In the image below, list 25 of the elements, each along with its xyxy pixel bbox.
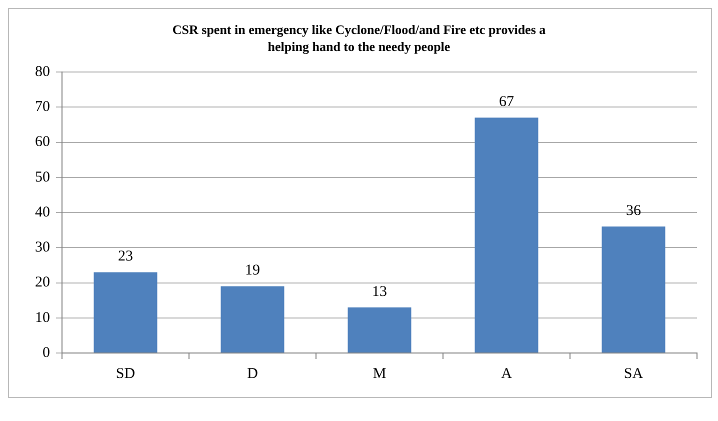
y-tick-label: 60 bbox=[35, 134, 50, 150]
y-tick-label: 40 bbox=[35, 204, 50, 220]
data-label: 36 bbox=[626, 202, 642, 219]
bar bbox=[94, 272, 158, 352]
data-label: 19 bbox=[245, 262, 260, 279]
data-label: 67 bbox=[499, 94, 514, 110]
bar bbox=[348, 307, 412, 352]
y-tick-label: 70 bbox=[35, 99, 50, 116]
data-label: 13 bbox=[372, 284, 387, 300]
x-tick-label: A bbox=[501, 366, 512, 382]
y-tick-label: 80 bbox=[35, 64, 50, 80]
bar bbox=[602, 226, 666, 352]
bar bbox=[474, 118, 538, 352]
y-tick-label: 0 bbox=[42, 344, 50, 361]
x-tick-label: D bbox=[247, 366, 258, 382]
chart-title: CSR spent in emergency like Cyclone/Flood/and Fire etc provides a helping hand to the needy people bbox=[171, 21, 547, 55]
x-tick-label: SA bbox=[624, 366, 644, 382]
y-tick-label: 50 bbox=[35, 169, 50, 186]
y-tick-label: 10 bbox=[35, 310, 50, 326]
y-tick-label: 20 bbox=[35, 274, 50, 291]
x-tick-label: M bbox=[372, 366, 386, 382]
data-label: 23 bbox=[118, 248, 133, 265]
y-tick-label: 30 bbox=[35, 240, 50, 256]
bar bbox=[220, 286, 284, 352]
x-tick-label: SD bbox=[116, 366, 136, 382]
